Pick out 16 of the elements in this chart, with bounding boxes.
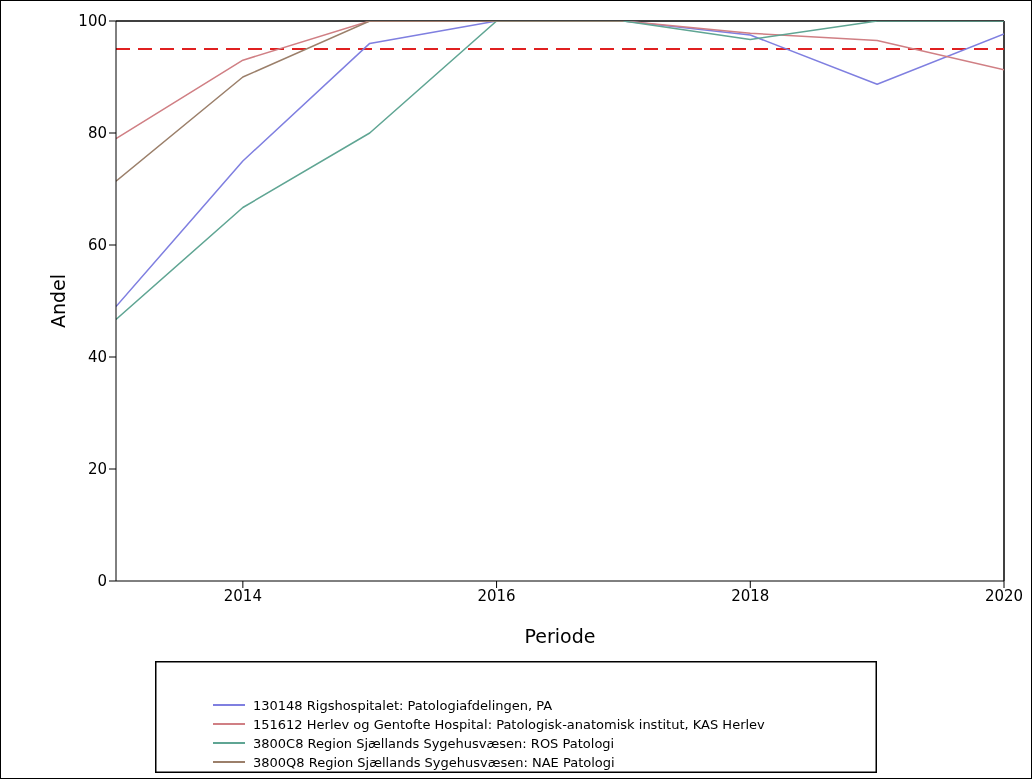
x-tick-label: 2016 [477, 586, 516, 605]
x-tick-label: 2014 [223, 586, 262, 605]
legend-label: 3800Q8 Region Sjællands Sygehusvæsen: NAE Patologi [253, 754, 615, 770]
y-tick-label: 20 [87, 460, 107, 479]
x-tick-label: 2020 [984, 586, 1024, 605]
y-tick-label: 100 [78, 12, 107, 31]
x-tick-label: 2018 [731, 586, 770, 605]
y-axis-title: Andel [46, 273, 69, 329]
y-tick-label: 60 [87, 236, 107, 255]
legend-label: 130148 Rigshospitalet: Patologiafdelingen, PA [253, 697, 553, 713]
x-axis-title: Periode [524, 625, 596, 647]
y-tick-label: 40 [87, 348, 107, 367]
legend-label: 151612 Herlev og Gentofte Hospital: Patologisk-anatomisk institut, KAS Herlev [253, 716, 766, 732]
y-tick-label: 0 [97, 572, 107, 591]
legend-label: 3800C8 Region Sjællands Sygehusvæsen: ROS Patologi [253, 735, 615, 751]
y-tick-label: 80 [87, 124, 107, 143]
